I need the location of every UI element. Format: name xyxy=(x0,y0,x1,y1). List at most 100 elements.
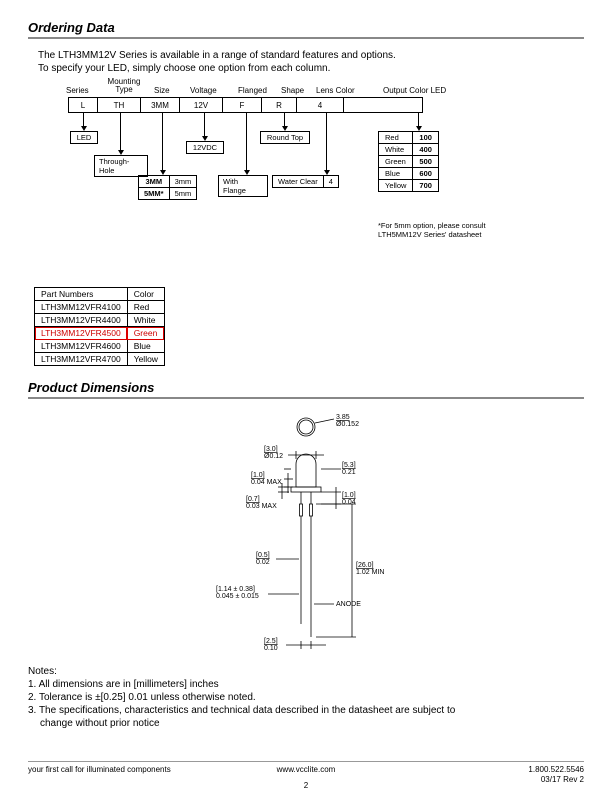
header-row: L TH 3MM 12V F R 4 xyxy=(68,97,423,113)
hdr-output xyxy=(343,97,423,113)
hdr-shape: R xyxy=(261,97,297,113)
pitch-in: 0.10 xyxy=(264,645,278,652)
page-number: 2 xyxy=(304,781,308,790)
footer: your first call for illuminated componen… xyxy=(28,765,584,774)
svg-text:[26.0]: [26.0] xyxy=(356,562,374,569)
leadth-mm: 1.14 ± 0.38 xyxy=(218,586,253,593)
flangeh-sx: MAX xyxy=(262,503,278,510)
hdr-flanged: F xyxy=(222,97,262,113)
svg-text:0.04 MAX: 0.04 MAX xyxy=(251,479,282,486)
dimensions-title: Product Dimensions xyxy=(28,380,584,399)
d-outer-mm: 3.85 xyxy=(336,414,350,421)
pn-4-pn: LTH3MM12VFR4700 xyxy=(35,353,128,366)
pn-0-c: Red xyxy=(127,301,164,314)
size-5mm-r: 5mm xyxy=(169,188,197,200)
ct-1-name: White xyxy=(379,144,413,156)
pn-2-pn: LTH3MM12VFR4500 xyxy=(35,327,128,340)
notes-block: Notes: 1. All dimensions are in [millime… xyxy=(28,665,584,730)
ct-2-name: Green xyxy=(379,156,413,168)
footnote-l2: LTH5MM12V Series' datasheet xyxy=(378,230,481,239)
voltage-box: 12VDC xyxy=(186,141,224,154)
intro-text: The LTH3MM12V Series is available in a r… xyxy=(38,49,584,75)
leadlen-sx: MIN xyxy=(372,569,385,576)
col-shape-label: Shape xyxy=(281,86,304,95)
hdr-voltage: 12V xyxy=(179,97,223,113)
pn-row: LTH3MM12VFR4500Green xyxy=(35,327,165,340)
mounting-box: Through-Hole xyxy=(94,155,148,177)
col-series-label: Series xyxy=(66,86,89,95)
ct-0-code: 100 xyxy=(413,132,439,144)
shoulder-in: 0.04 xyxy=(342,499,356,506)
arrow xyxy=(284,113,285,127)
hdr-lens: 4 xyxy=(296,97,344,113)
arrow xyxy=(120,113,121,151)
svg-text:[0.7]: [0.7] xyxy=(246,496,260,503)
svg-text:[1.14 ± 0.38]: [1.14 ± 0.38] xyxy=(216,586,255,593)
size-5mm-l: 5MM* xyxy=(139,188,170,200)
pn-row: LTH3MM12VFR4400White xyxy=(35,314,165,327)
lens-r: 4 xyxy=(323,176,338,188)
d-body-in: Ø0.12 xyxy=(264,453,283,460)
col-output-label: Output Color LED xyxy=(383,86,446,95)
svg-text:[0.5]: [0.5] xyxy=(256,552,270,559)
svg-text:[1.0]: [1.0] xyxy=(342,492,356,499)
pn-4-c: Yellow xyxy=(127,353,164,366)
svg-text:[3.0]: [3.0] xyxy=(264,446,278,453)
ct-3-name: Blue xyxy=(379,168,413,180)
lens-l: Water Clear xyxy=(273,176,324,188)
intro-line2: To specify your LED, simply choose one o… xyxy=(38,63,330,74)
arrow xyxy=(83,113,84,127)
ct-2-code: 500 xyxy=(413,156,439,168)
pn-row: LTH3MM12VFR4700Yellow xyxy=(35,353,165,366)
ct-4-name: Yellow xyxy=(379,180,413,192)
svg-text:[5.3]: [5.3] xyxy=(342,462,356,469)
size-3mm-r: 3mm xyxy=(169,176,197,188)
pn-1-c: White xyxy=(127,314,164,327)
pn-3-c: Blue xyxy=(127,340,164,353)
pitch-mm: 2.5 xyxy=(266,638,276,645)
ct-1-code: 400 xyxy=(413,144,439,156)
ct-3-code: 600 xyxy=(413,168,439,180)
footer-right: 1.800.522.5546 xyxy=(528,765,584,774)
headh-mm: 1.0 xyxy=(253,472,263,479)
hdr-series: L xyxy=(68,97,98,113)
shoulder-mm: 1.0 xyxy=(344,492,354,499)
pn-row: LTH3MM12VFR4600Blue xyxy=(35,340,165,353)
footer-rule xyxy=(28,761,584,762)
arrow xyxy=(418,113,419,127)
ct-4-code: 700 xyxy=(413,180,439,192)
d-body-mm: 3.0 xyxy=(266,446,276,453)
pn-header-pn: Part Numbers xyxy=(35,288,128,301)
svg-text:[1.0]: [1.0] xyxy=(251,472,265,479)
col-size-label: Size xyxy=(154,86,170,95)
series-box: LED xyxy=(70,131,98,144)
pn-header-color: Color xyxy=(127,288,164,301)
footnote-l1: *For 5mm option, please consult xyxy=(378,221,486,230)
flanged-box: With Flange xyxy=(218,175,268,197)
footer-rev: 03/17 Rev 2 xyxy=(541,775,584,784)
pn-1-pn: LTH3MM12VFR4400 xyxy=(35,314,128,327)
note-1: 1. All dimensions are in [millimeters] i… xyxy=(28,678,584,691)
ordering-title: Ordering Data xyxy=(28,20,584,39)
footnote: *For 5mm option, please consult LTH5MM12… xyxy=(378,221,486,239)
col-flanged-label: Flanged xyxy=(238,86,267,95)
svg-text:0.03 MAX: 0.03 MAX xyxy=(246,503,277,510)
flangeh-mm: 0.7 xyxy=(248,496,258,503)
col-voltage-label: Voltage xyxy=(190,86,217,95)
pn-row: LTH3MM12VFR4100Red xyxy=(35,301,165,314)
note-3b: change without prior notice xyxy=(28,717,584,730)
footer-left: your first call for illuminated componen… xyxy=(28,765,171,774)
lens-table: Water Clear4 xyxy=(272,175,339,188)
note-3: 3. The specifications, characteristics a… xyxy=(28,704,584,717)
headh-sx: MAX xyxy=(267,479,283,486)
output-color-table: Red100 White400 Green500 Blue600 Yellow7… xyxy=(378,131,439,192)
arrow xyxy=(246,113,247,171)
svg-text:1.02 MIN: 1.02 MIN xyxy=(356,569,384,576)
pn-2-c: Green xyxy=(127,327,164,340)
leadlen-mm: 26.0 xyxy=(358,562,372,569)
shape-box: Round Top xyxy=(260,131,310,144)
flangeh-in: 0.03 xyxy=(246,503,260,510)
pn-3-pn: LTH3MM12VFR4600 xyxy=(35,340,128,353)
leadsp-mm: 0.5 xyxy=(258,552,268,559)
col-lens-label: Lens Color xyxy=(316,86,355,95)
